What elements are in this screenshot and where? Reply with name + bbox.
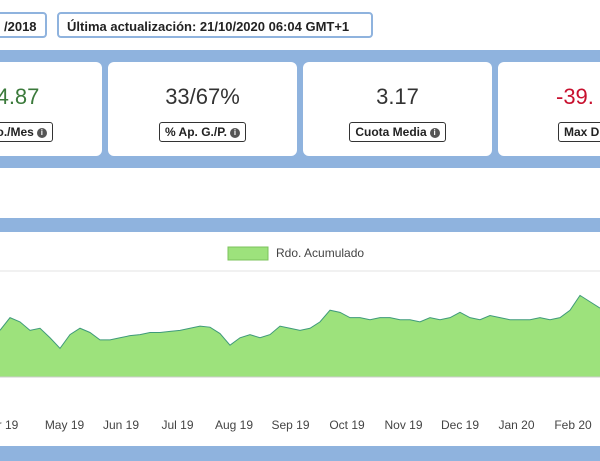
x-tick-label: Jun 19 <box>103 418 139 432</box>
x-tick-label: Nov 19 <box>384 418 422 432</box>
x-tick-label: Sep 19 <box>271 418 309 432</box>
card-value: 33/67% <box>165 84 240 109</box>
x-tick-label: Oct 19 <box>329 418 365 432</box>
info-icon[interactable]: i <box>429 127 440 138</box>
bottom-band <box>0 446 600 461</box>
label-text: % Ap. G./P. <box>164 125 227 139</box>
card-label: % Ap. G./P. i <box>158 122 246 142</box>
area <box>0 295 600 377</box>
card: -39. Max D <box>498 62 600 156</box>
chart-band <box>0 218 600 232</box>
x-tick-label: Dec 19 <box>441 418 479 432</box>
x-tick-label: r 19 <box>0 418 19 432</box>
card-label: Cuota Media i <box>349 122 446 142</box>
info-icon[interactable]: i <box>230 127 240 138</box>
info-icon[interactable]: i <box>36 127 47 138</box>
x-tick-label: Aug 19 <box>215 418 253 432</box>
chart: Rdo. Acumulado r 19 May 19 Jun 19 Jul 19 Aug … <box>0 246 600 432</box>
card: 3.17 Cuota Media i <box>303 62 492 156</box>
card-value: -39. <box>556 84 594 109</box>
label-text: Cuota Media <box>355 125 427 139</box>
card-value: 4.87 <box>0 84 40 109</box>
card: 33/67% % Ap. G./P. i <box>108 62 297 156</box>
legend-label: Rdo. Acumulado <box>276 246 364 260</box>
label-text: Max D <box>564 125 600 139</box>
label-text: do./Mes <box>0 125 34 139</box>
line <box>0 294 600 350</box>
card-value: 3.17 <box>376 84 419 109</box>
x-tick-label: Jan 20 <box>498 418 534 432</box>
card-label: Max D <box>558 122 600 142</box>
x-tick-label: Feb 20 <box>554 418 592 432</box>
date-badge: /2018 <box>0 12 47 38</box>
legend-swatch <box>227 246 269 261</box>
x-tick-label: Jul 19 <box>161 418 193 432</box>
x-tick-label: May 19 <box>45 418 85 432</box>
update-badge: Última actualización: 21/10/2020 06:04 G… <box>57 12 373 38</box>
